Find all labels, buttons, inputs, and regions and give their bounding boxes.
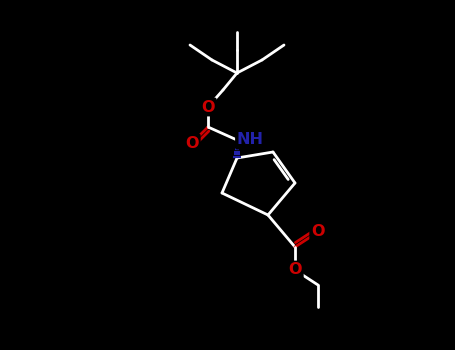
Text: NH: NH — [237, 133, 264, 147]
Text: O: O — [288, 262, 302, 278]
Text: O: O — [201, 99, 215, 114]
Text: O: O — [185, 135, 199, 150]
Text: O: O — [311, 224, 325, 239]
